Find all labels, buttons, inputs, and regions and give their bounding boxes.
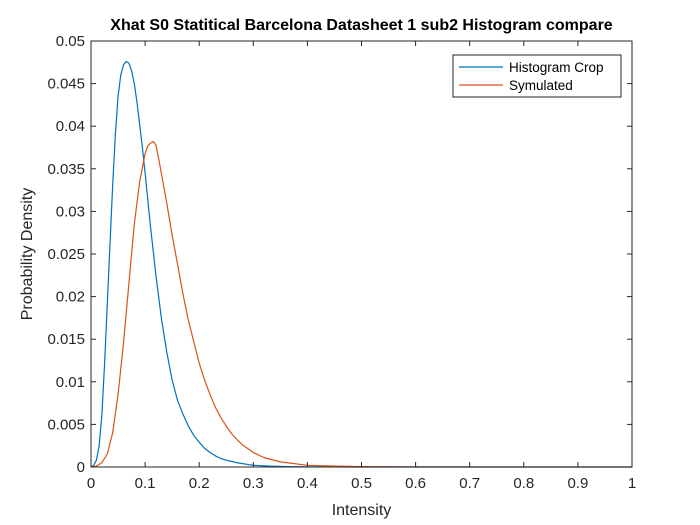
x-tick-label: 0.6	[405, 475, 426, 492]
x-tick-label: 0.1	[135, 475, 156, 492]
legend-label-2: Symulated	[509, 78, 573, 93]
y-axis-label: Probability Density	[19, 188, 36, 321]
x-tick-label: 0.7	[459, 475, 480, 492]
y-tick-label: 0.03	[56, 203, 85, 220]
x-tick-label: 0.5	[351, 475, 372, 492]
ticks-group: 0 0.1 0.2 0.3 0.4 0.5 0.6 0.7 0.8 0.9 1 0 0.005 0.01 0…	[47, 33, 636, 492]
series-line-1	[90, 60, 632, 468]
x-tick-label: 0.4	[297, 475, 318, 492]
plot-area	[91, 41, 632, 467]
legend-box	[452, 54, 622, 98]
y-tick-label: 0.04	[56, 118, 85, 135]
series-group	[90, 60, 632, 468]
plot-background	[91, 41, 632, 467]
y-tick-label: 0.035	[47, 161, 85, 178]
y-tick-label: 0.045	[47, 76, 85, 93]
y-tick-label: 0.015	[47, 331, 85, 348]
y-tick-label: 0.025	[47, 246, 85, 263]
y-tick-label: 0	[77, 459, 85, 476]
legend: Histogram Crop Symulated	[452, 54, 622, 98]
legend-label-1: Histogram Crop	[509, 60, 604, 75]
x-tick-label: 0	[87, 475, 95, 492]
x-tick-label: 0.3	[243, 475, 264, 492]
y-tick-label: 0.01	[56, 374, 85, 391]
x-tick-label: 1	[628, 475, 636, 492]
y-tick-label: 0.02	[56, 289, 85, 306]
y-tick-label: 0.05	[56, 33, 85, 50]
x-tick-label: 0.2	[189, 475, 210, 492]
y-tick-label: 0.005	[47, 416, 85, 433]
x-tick-label: 0.8	[513, 475, 534, 492]
chart-title: Xhat S0 Statitical Barcelona Datasheet 1…	[110, 17, 613, 34]
x-tick-label: 0.9	[567, 475, 588, 492]
series-line-2	[90, 140, 632, 468]
x-axis-label: Intensity	[332, 502, 392, 519]
